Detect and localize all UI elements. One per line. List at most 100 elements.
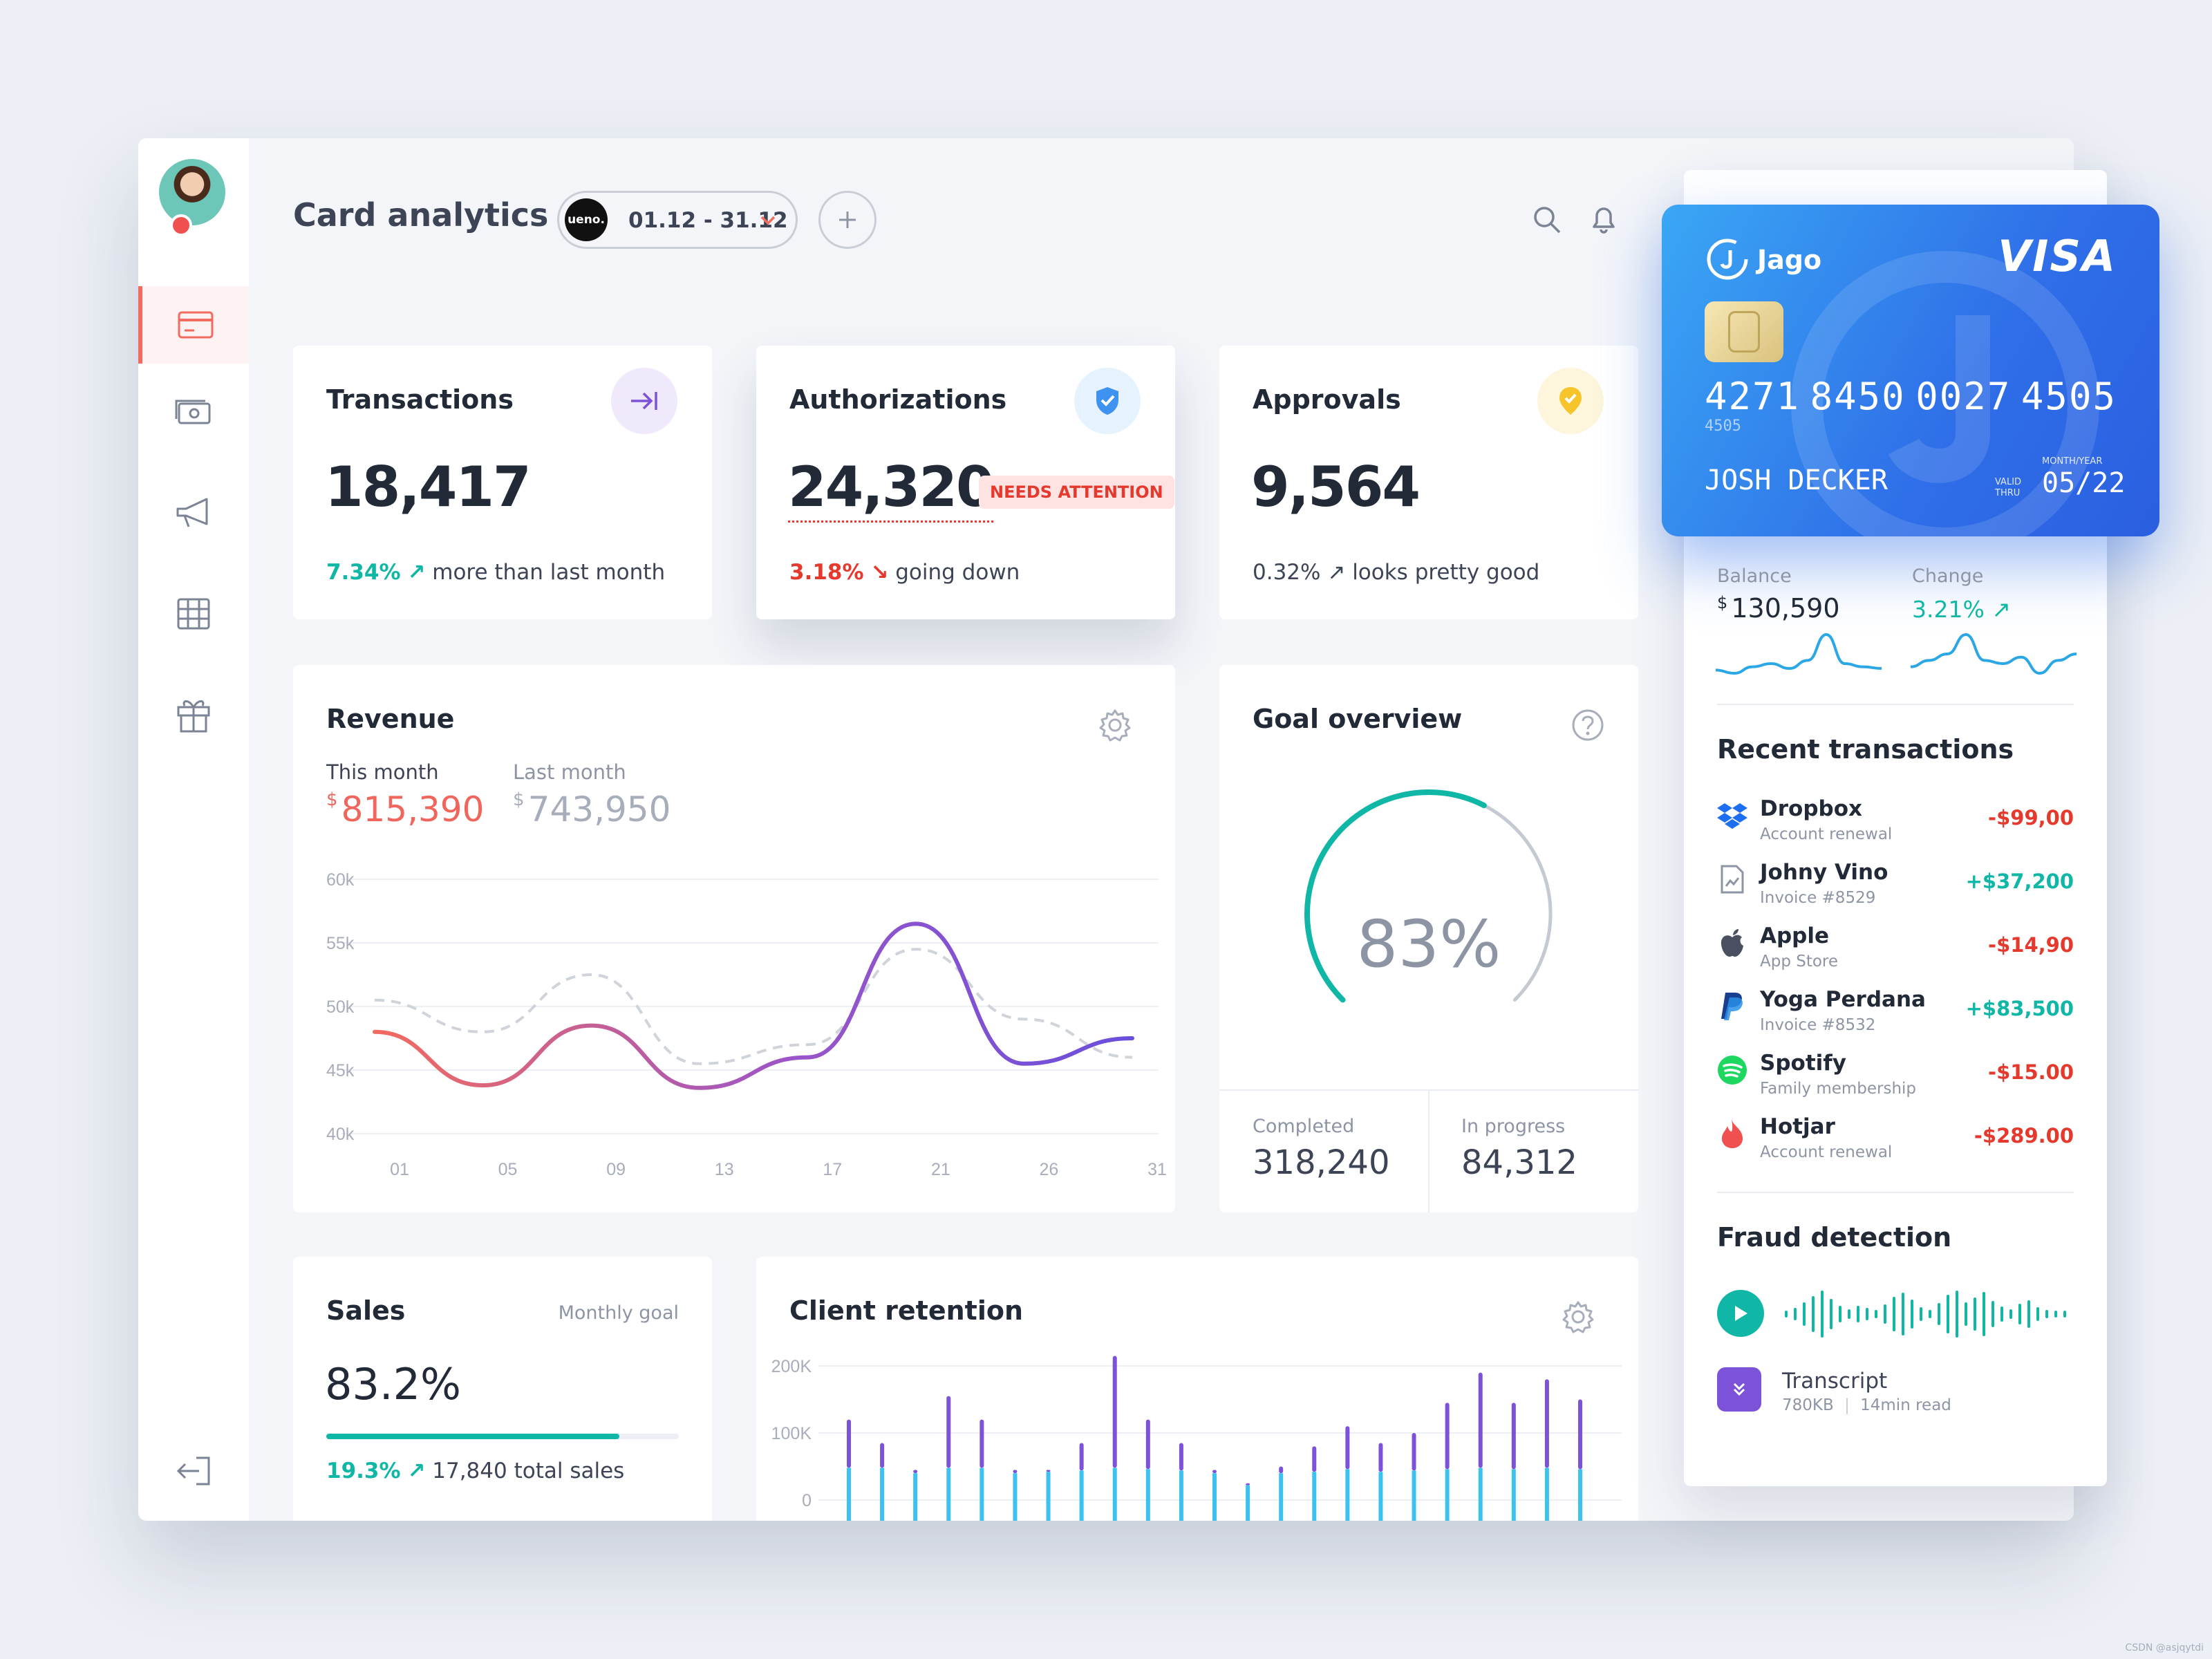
x-tick-label: 17 bbox=[823, 1160, 842, 1179]
credit-card[interactable]: Jago VISA 4271 8450 0027 4505 4505 JOSH … bbox=[1662, 205, 2159, 536]
retention-bar bbox=[980, 1419, 984, 1468]
transaction-row[interactable]: Hotjar Account renewal -$289.00 bbox=[1717, 1114, 2074, 1170]
retention-bar-base bbox=[1246, 1485, 1250, 1521]
transaction-name: Johny Vino bbox=[1760, 860, 1888, 885]
sidebar bbox=[138, 138, 249, 1521]
change-label: Change bbox=[1912, 565, 1984, 587]
sidebar-item-campaigns[interactable] bbox=[138, 474, 249, 552]
retention-bar bbox=[1578, 1399, 1582, 1470]
transaction-row[interactable]: Yoga Perdana Invoice #8532 +$83,500 bbox=[1717, 987, 2074, 1042]
sales-progress-track bbox=[326, 1434, 679, 1439]
panel-divider bbox=[1717, 1192, 2074, 1193]
add-button[interactable] bbox=[818, 191, 877, 249]
arrow-to-right-icon bbox=[631, 392, 657, 410]
megaphone-icon bbox=[176, 498, 208, 527]
retention-bar-base bbox=[1578, 1469, 1582, 1521]
audio-waveform[interactable] bbox=[1779, 1283, 2075, 1345]
retention-bar-base bbox=[1478, 1468, 1483, 1521]
transaction-row[interactable]: Spotify Family membership -$15.00 bbox=[1717, 1051, 2074, 1106]
transactions-footer: 7.34% ↗ more than last month bbox=[326, 560, 665, 585]
y-tick-label: 100K bbox=[771, 1424, 812, 1443]
watermark: CSDN @asjqytdi bbox=[2125, 1642, 2204, 1653]
avatar[interactable] bbox=[159, 159, 225, 225]
client-retention-card: Client retention 200K 100K 0 bbox=[756, 1257, 1638, 1521]
y-tick-label: 200K bbox=[771, 1357, 812, 1376]
date-range-selector[interactable]: ueno. 01.12 - 31.12 bbox=[557, 191, 798, 249]
authorizations-icon-wrap[interactable] bbox=[1074, 368, 1141, 434]
logout-button[interactable] bbox=[138, 1432, 249, 1510]
transcript-label: Transcript bbox=[1782, 1369, 1888, 1394]
y-tick-label: 55k bbox=[326, 934, 355, 953]
transaction-sub: App Store bbox=[1760, 953, 1839, 971]
authorizations-footer: 3.18% ↘ going down bbox=[789, 560, 1020, 585]
sales-value: 83.2% bbox=[325, 1359, 461, 1409]
y-tick-label: 40k bbox=[326, 1125, 355, 1144]
transaction-amount: -$15.00 bbox=[1988, 1060, 2074, 1084]
retention-bar bbox=[1544, 1379, 1549, 1468]
balance-amount: 130,590 bbox=[1731, 593, 1840, 624]
retention-bar bbox=[847, 1419, 851, 1468]
transcript-button[interactable] bbox=[1717, 1367, 1761, 1412]
change-sparkline bbox=[1911, 632, 2077, 675]
arrow-up-icon: ↗ bbox=[1327, 560, 1346, 585]
sidebar-item-money[interactable] bbox=[138, 373, 249, 451]
transaction-amount: +$83,500 bbox=[1965, 997, 2074, 1020]
brand-logo: ueno. bbox=[565, 198, 608, 241]
help-icon[interactable] bbox=[1571, 708, 1605, 742]
retention-bar-base bbox=[1279, 1473, 1284, 1521]
last-month-label: Last month bbox=[513, 760, 626, 784]
transaction-row[interactable]: Johny Vino Invoice #8529 +$37,200 bbox=[1717, 860, 2074, 915]
status-dot bbox=[170, 214, 192, 236]
visa-logo: VISA bbox=[1998, 231, 2117, 281]
retention-bar bbox=[1179, 1443, 1183, 1471]
money-icon bbox=[175, 400, 211, 424]
apple-icon bbox=[1717, 928, 1747, 958]
this-month-value: $ 815,390 bbox=[326, 789, 484, 830]
retention-bar-base bbox=[1212, 1473, 1217, 1521]
sidebar-item-reports[interactable] bbox=[138, 575, 249, 653]
play-button[interactable] bbox=[1717, 1290, 1764, 1337]
table-icon bbox=[177, 598, 210, 630]
bell-icon[interactable] bbox=[1590, 203, 1618, 235]
completed-label: Completed bbox=[1253, 1116, 1355, 1137]
logout-icon bbox=[176, 1456, 210, 1485]
transaction-name: Dropbox bbox=[1760, 796, 1862, 821]
transaction-row[interactable]: Apple App Store -$14,90 bbox=[1717, 924, 2074, 979]
gift-icon bbox=[177, 700, 210, 733]
approvals-value: 9,564 bbox=[1251, 455, 1421, 519]
transactions-icon-wrap[interactable] bbox=[611, 368, 677, 434]
card-brand: Jago bbox=[1757, 245, 1822, 275]
date-range-label: 01.12 - 31.12 bbox=[628, 208, 788, 233]
card-number-group: 0027 bbox=[1915, 375, 2012, 418]
retention-bar-base bbox=[1312, 1472, 1317, 1521]
goal-overview-card: Goal overview 83% Completed 318,240 In p… bbox=[1219, 665, 1638, 1212]
approvals-icon-wrap[interactable] bbox=[1537, 368, 1604, 434]
gear-icon[interactable] bbox=[1098, 708, 1132, 742]
sparkline-path bbox=[1911, 632, 2077, 675]
play-icon bbox=[1735, 1306, 1747, 1321]
authorizations-change: 3.18% bbox=[789, 560, 864, 585]
retention-bar bbox=[1378, 1443, 1383, 1472]
transaction-sub: Account renewal bbox=[1760, 825, 1893, 843]
currency-symbol: $ bbox=[513, 789, 525, 810]
retention-bar-base bbox=[1079, 1470, 1084, 1521]
transaction-row[interactable]: Dropbox Account renewal -$99,00 bbox=[1717, 796, 2074, 852]
transaction-name: Yoga Perdana bbox=[1760, 987, 1926, 1012]
search-icon[interactable] bbox=[1532, 205, 1562, 235]
jago-logo-icon bbox=[1707, 238, 1748, 280]
gear-icon[interactable] bbox=[1561, 1300, 1595, 1334]
balance-sparkline bbox=[1716, 632, 1882, 675]
retention-bar bbox=[1212, 1470, 1217, 1474]
card-chip bbox=[1705, 301, 1783, 362]
retention-chart: 200K 100K 0 bbox=[771, 1356, 1622, 1521]
goal-title: Goal overview bbox=[1253, 704, 1463, 734]
transaction-sub: Invoice #8529 bbox=[1760, 889, 1876, 907]
retention-bar bbox=[1478, 1372, 1483, 1468]
sales-note: 17,840 total sales bbox=[432, 1459, 625, 1483]
sidebar-item-rewards[interactable] bbox=[138, 676, 249, 753]
sidebar-item-cards[interactable] bbox=[138, 286, 249, 364]
valid-label: VALID bbox=[1995, 477, 2022, 487]
transcript-size: 780KB bbox=[1782, 1396, 1834, 1414]
goal-percent: 83% bbox=[1356, 907, 1501, 982]
hotjar-icon bbox=[1717, 1118, 1747, 1149]
